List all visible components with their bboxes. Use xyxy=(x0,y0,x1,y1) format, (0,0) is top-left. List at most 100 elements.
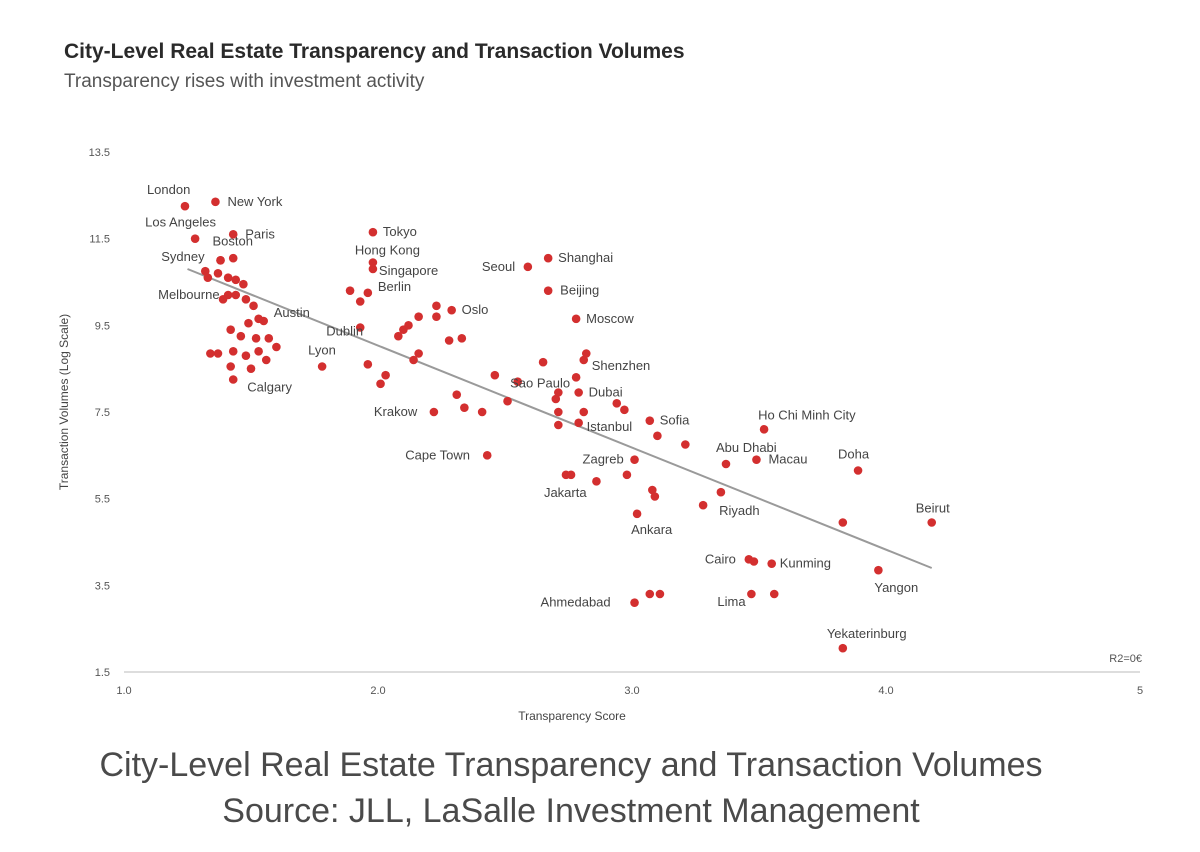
data-point xyxy=(477,407,487,417)
data-point xyxy=(630,455,639,464)
x-tick-label: 2.0 xyxy=(370,685,385,697)
data-point xyxy=(228,253,238,263)
point-label: Austin xyxy=(274,305,310,320)
point-label: Oslo xyxy=(462,302,489,317)
y-tick-label: 7.5 xyxy=(95,407,110,419)
data-point xyxy=(645,416,655,425)
data-point xyxy=(698,500,708,510)
point-label: Los Angeles xyxy=(145,215,216,230)
data-point xyxy=(645,589,655,599)
point-label: Cairo xyxy=(705,551,736,566)
data-point xyxy=(653,431,662,441)
data-point xyxy=(251,334,261,343)
data-point xyxy=(254,314,263,324)
point-label: Hong Kong xyxy=(355,243,420,258)
y-tick-label: 5.5 xyxy=(95,494,110,506)
data-point xyxy=(239,279,248,289)
y-tick-label: 9.5 xyxy=(95,320,110,332)
point-label: Berlin xyxy=(378,279,411,294)
data-point xyxy=(394,331,403,341)
data-point xyxy=(551,394,561,404)
data-point xyxy=(211,197,220,207)
data-point xyxy=(447,305,456,315)
data-point xyxy=(482,451,492,460)
data-point xyxy=(650,492,660,501)
point-label: Yangon xyxy=(874,580,918,595)
data-point xyxy=(571,373,581,382)
point-label: Doha xyxy=(838,447,870,462)
data-point xyxy=(574,388,583,397)
data-point xyxy=(203,273,213,282)
data-point xyxy=(574,418,583,428)
data-point xyxy=(571,314,581,324)
data-point xyxy=(241,351,251,360)
point-label: Istanbul xyxy=(587,419,633,434)
point-label: Lima xyxy=(717,594,746,609)
data-point xyxy=(513,377,522,386)
data-point xyxy=(241,295,251,304)
data-point xyxy=(264,334,274,343)
data-point xyxy=(769,589,779,599)
data-point xyxy=(747,589,756,599)
point-label: Melbourne xyxy=(158,287,219,302)
data-point xyxy=(523,262,533,272)
data-point xyxy=(355,297,365,306)
data-point xyxy=(457,334,467,343)
data-point xyxy=(452,390,462,399)
data-point xyxy=(432,312,441,321)
data-point xyxy=(355,323,365,332)
point-label: Krakow xyxy=(374,404,418,419)
data-point xyxy=(414,312,423,321)
point-label: Cape Town xyxy=(405,447,470,462)
data-point xyxy=(414,349,423,358)
point-label: Macau xyxy=(768,452,807,467)
data-point xyxy=(213,349,223,358)
caption-source: Source: JLL, LaSalle Investment Manageme… xyxy=(222,792,920,830)
point-label: Ankara xyxy=(631,522,673,537)
point-label: Beijing xyxy=(560,283,599,298)
data-point xyxy=(345,286,355,295)
data-point xyxy=(759,425,769,434)
data-point xyxy=(363,360,373,369)
data-point xyxy=(681,440,690,449)
data-point xyxy=(538,357,548,367)
data-point xyxy=(554,407,563,417)
point-label: Ahmedabad xyxy=(541,595,611,610)
data-point xyxy=(632,509,642,519)
data-point xyxy=(404,321,413,330)
point-label: Kunming xyxy=(780,556,831,571)
point-label: Boston xyxy=(213,233,253,248)
point-label: Lyon xyxy=(308,343,336,358)
data-point xyxy=(223,273,233,282)
point-label: Tokyo xyxy=(383,224,417,239)
data-point xyxy=(246,364,256,373)
y-tick-label: 11.5 xyxy=(89,234,110,246)
data-point xyxy=(444,336,454,345)
data-point xyxy=(409,355,418,365)
data-point xyxy=(218,295,228,304)
data-point xyxy=(592,477,601,486)
data-point xyxy=(231,275,241,285)
point-label: Sofia xyxy=(660,413,690,428)
point-label: Jakarta xyxy=(544,485,587,500)
data-point xyxy=(838,643,848,653)
point-label: Dubai xyxy=(589,385,623,400)
axes: 13.5 11.5 9.5 7.5 5.5 3.5 1.5 1.0 2.0 3.0 4.0 5 Tran… xyxy=(57,147,1143,723)
points-group xyxy=(180,197,937,653)
data-point xyxy=(721,459,731,469)
data-point xyxy=(381,370,390,380)
data-point xyxy=(254,347,263,356)
data-point xyxy=(200,266,210,276)
point-label: Abu Dhabi xyxy=(716,440,777,455)
data-point xyxy=(376,379,385,389)
data-point xyxy=(368,264,378,274)
data-point xyxy=(716,487,726,497)
point-label: Moscow xyxy=(586,311,634,326)
data-point xyxy=(490,370,500,380)
data-point xyxy=(317,362,327,371)
point-label: London xyxy=(147,182,190,197)
data-point xyxy=(432,301,441,311)
data-point xyxy=(429,407,439,417)
data-point xyxy=(767,559,776,568)
r2-label: R2=0€ xyxy=(1109,653,1142,665)
